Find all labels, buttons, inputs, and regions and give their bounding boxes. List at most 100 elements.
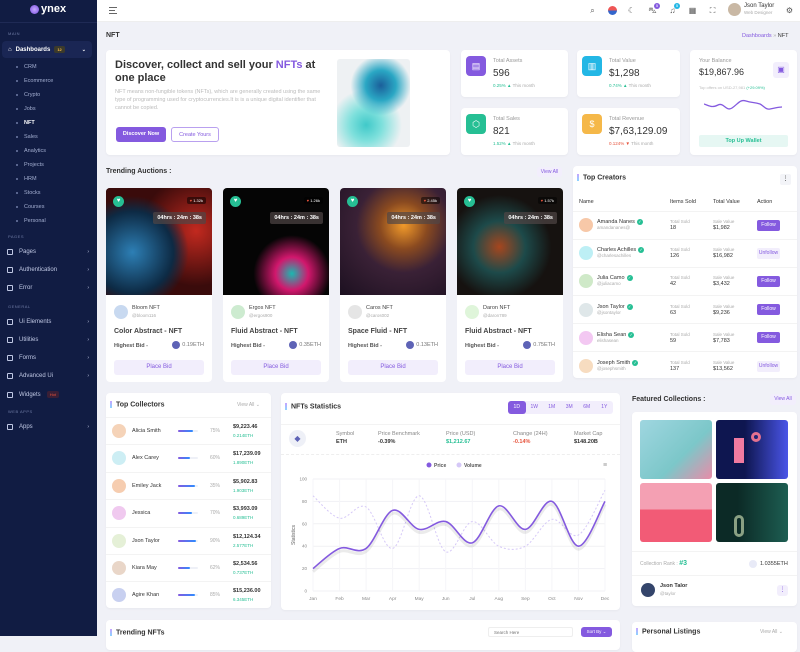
creator-name[interactable]: Elisha Sean bbox=[597, 331, 627, 338]
place-bid-button[interactable]: Place Bid bbox=[348, 360, 438, 375]
place-bid-button[interactable]: Place Bid bbox=[465, 360, 555, 375]
collectors-view-all[interactable]: View All ⌄ bbox=[237, 402, 261, 408]
user-avatar[interactable] bbox=[728, 3, 741, 16]
sort-by-button[interactable]: Sort By ⌄ bbox=[581, 627, 612, 637]
featured-view-all-button[interactable]: View All bbox=[770, 394, 796, 405]
timeframe-1m[interactable]: 1M bbox=[548, 404, 556, 410]
place-bid-button[interactable]: Place Bid bbox=[114, 360, 204, 375]
collection-image-3[interactable] bbox=[640, 483, 712, 542]
file-icon bbox=[7, 355, 13, 361]
moon-icon[interactable]: ☾ bbox=[627, 6, 636, 15]
timeframe-3m[interactable]: 3M bbox=[565, 404, 573, 410]
heart-icon[interactable]: ♥ bbox=[230, 196, 241, 207]
create-yours-button[interactable]: Create Yours bbox=[171, 127, 219, 142]
collection-image-1[interactable] bbox=[640, 420, 712, 479]
timeframe-1y[interactable]: 1Y bbox=[601, 404, 608, 410]
nft-image[interactable]: ♥ ♥ 1.57k 04hrs : 24m : 38s bbox=[457, 188, 563, 295]
flag-icon[interactable] bbox=[608, 6, 617, 15]
creator-name[interactable]: Json Taylor bbox=[597, 303, 625, 310]
heart-icon[interactable]: ♥ bbox=[464, 196, 475, 207]
sidebar-item-personal[interactable]: Personal bbox=[16, 218, 46, 224]
creator-row: Charles Achilles ✓ @charlesachilles Total S… bbox=[573, 238, 797, 268]
creators-table: Name Items Sold Total Value Action Amanda N… bbox=[573, 193, 797, 381]
creator-avatar bbox=[579, 274, 593, 289]
sidebar-item-analytics[interactable]: Analytics bbox=[16, 148, 46, 154]
bell-icon[interactable]: ♫ 5 bbox=[669, 3, 680, 15]
sidebar-item-nft[interactable]: NFT bbox=[16, 120, 35, 126]
auction-timer: 04hrs : 24m : 38s bbox=[504, 212, 557, 224]
follow-button[interactable]: Follow bbox=[757, 219, 780, 231]
nft-image[interactable]: ♥ ♥ 1.26k 04hrs : 24m : 38s bbox=[223, 188, 329, 295]
heart-icon[interactable]: ♥ bbox=[347, 196, 358, 207]
menu-toggle-icon[interactable] bbox=[109, 7, 117, 14]
creator-name[interactable]: Charles Achilles bbox=[597, 247, 637, 254]
sidebar-item-utilities[interactable]: Utilities › bbox=[7, 337, 89, 343]
follow-button[interactable]: Follow bbox=[757, 332, 780, 344]
discover-now-button[interactable]: Discover Now bbox=[116, 127, 166, 142]
sidebar-item-advanced-ui[interactable]: Advanced Ui › bbox=[7, 373, 89, 379]
sidebar-item-dashboards[interactable]: ⌂ Dashboards 12 ⌄ bbox=[2, 41, 92, 58]
apps-grid-icon[interactable]: ▦ bbox=[688, 6, 697, 15]
cart-icon[interactable]: ⛍ 5 bbox=[648, 3, 660, 15]
creator-name[interactable]: Joseph Smith bbox=[597, 360, 631, 367]
y-tick-label: 60 bbox=[302, 521, 308, 526]
nft-image[interactable]: ♥ ♥ 1.32k 04hrs : 24m : 38s bbox=[106, 188, 212, 295]
sidebar-item-crm[interactable]: CRM bbox=[16, 64, 37, 70]
owner-name[interactable]: Json Talor bbox=[660, 583, 688, 589]
chart-menu-icon[interactable]: ≡ bbox=[603, 462, 607, 469]
sidebar-item-authentication[interactable]: Authentication › bbox=[7, 267, 89, 273]
follow-button[interactable]: Follow bbox=[757, 304, 780, 316]
sidebar-item-apps[interactable]: Apps › bbox=[7, 424, 89, 430]
chevron-right-icon: › bbox=[87, 285, 89, 291]
fullscreen-icon[interactable]: ⛶ bbox=[709, 6, 716, 15]
sidebar-item-jobs[interactable]: Jobs bbox=[16, 106, 36, 112]
collection-image-2[interactable] bbox=[716, 420, 788, 479]
highest-bid: 0.13ETH bbox=[416, 342, 438, 348]
highest-bid: 0.75ETH bbox=[533, 342, 555, 348]
sidebar-item-stocks[interactable]: Stocks bbox=[16, 190, 41, 196]
creator-name[interactable]: Amanda Nanes bbox=[597, 219, 635, 226]
creator-name: Bloom NFT bbox=[132, 305, 160, 311]
settings-gear-icon[interactable]: ⚙ bbox=[785, 6, 794, 15]
user-role: Web Designer bbox=[744, 10, 773, 15]
timeframe-6m[interactable]: 6M bbox=[583, 404, 591, 410]
x-tick-label: Nov bbox=[574, 596, 583, 602]
sidebar-item-ecommerce[interactable]: Ecommerce bbox=[16, 78, 53, 84]
timeframe-1w[interactable]: 1W bbox=[530, 404, 539, 410]
user-name[interactable]: Json Taylor bbox=[744, 3, 775, 9]
top-up-wallet-button[interactable]: Top Up Wallet bbox=[699, 135, 788, 147]
legend-label: Volume bbox=[464, 463, 482, 469]
hero-card: Discover, collect and sell your NFTs at … bbox=[106, 50, 450, 155]
sidebar-item-projects[interactable]: Projects bbox=[16, 162, 44, 168]
warning-icon bbox=[7, 285, 13, 291]
sidebar-item-widgets[interactable]: Widgets Hot bbox=[7, 391, 89, 398]
sidebar-item-forms[interactable]: Forms › bbox=[7, 355, 89, 361]
owner-more-icon[interactable]: ⋮ bbox=[777, 585, 788, 596]
timeframe-1d[interactable]: 1D bbox=[508, 401, 526, 414]
dashboards-badge: 12 bbox=[54, 46, 65, 53]
search-icon[interactable]: ⌕ bbox=[590, 6, 595, 15]
unfollow-button[interactable]: Unfollow bbox=[757, 247, 780, 259]
collector-name: Alicia Smith bbox=[132, 428, 161, 434]
follow-button[interactable]: Follow bbox=[757, 275, 780, 287]
collection-image-4[interactable] bbox=[716, 483, 788, 542]
trending-view-all-button[interactable]: View All bbox=[537, 167, 562, 177]
heart-icon[interactable]: ♥ bbox=[113, 196, 124, 207]
personal-view-all[interactable]: View All ⌄ bbox=[760, 629, 784, 635]
sidebar-item-pages[interactable]: Pages › bbox=[7, 249, 89, 255]
sidebar-item-crypto[interactable]: Crypto bbox=[16, 92, 40, 98]
sidebar-item-hrm[interactable]: HRM bbox=[16, 176, 37, 182]
sidebar-item-courses[interactable]: Courses bbox=[16, 204, 44, 210]
sidebar-item-error[interactable]: Error › bbox=[7, 285, 89, 291]
sidebar-item-ui-elements[interactable]: Ui Elements › bbox=[7, 319, 89, 325]
more-options-icon[interactable]: ⋮ bbox=[780, 174, 791, 185]
logo[interactable]: ynex bbox=[30, 3, 66, 15]
x-tick-label: Aug bbox=[495, 596, 504, 602]
nft-image[interactable]: ♥ ♥ 2.45k 04hrs : 24m : 38s bbox=[340, 188, 446, 295]
unfollow-button[interactable]: Unfollow bbox=[757, 360, 780, 372]
sidebar-item-sales[interactable]: Sales bbox=[16, 134, 38, 140]
place-bid-button[interactable]: Place Bid bbox=[231, 360, 321, 375]
wallet-icon[interactable]: ▣ bbox=[773, 62, 789, 78]
creator-name[interactable]: Julia Camo bbox=[597, 275, 625, 282]
highest-bid: 0.35ETH bbox=[299, 342, 321, 348]
